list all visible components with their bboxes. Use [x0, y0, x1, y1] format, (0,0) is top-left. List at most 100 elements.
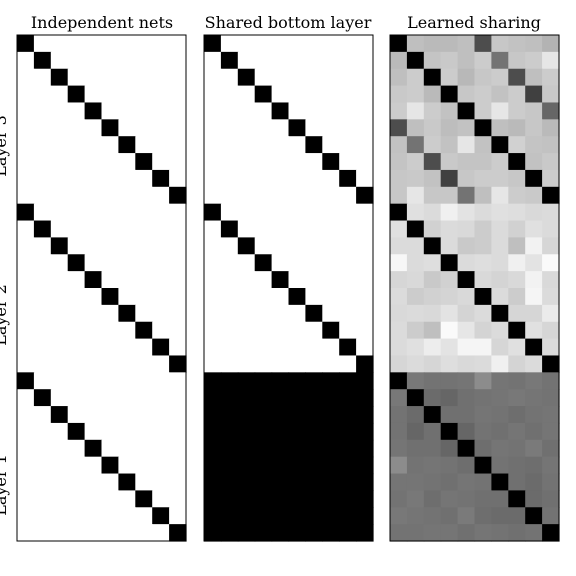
heatmap-cell: [33, 85, 52, 104]
heatmap-cell: [339, 102, 357, 120]
heatmap-cell: [101, 406, 119, 424]
heatmap-cell: [339, 169, 357, 188]
heatmap-cell: [118, 422, 136, 441]
heatmap-cell: [101, 203, 119, 222]
heatmap-cell: [169, 271, 187, 289]
heatmap-cell: [84, 439, 103, 458]
heatmap-cell: [101, 254, 119, 272]
heatmap-cell: [508, 304, 526, 323]
heatmap-cell: [33, 288, 52, 306]
heatmap-cell: [50, 524, 69, 542]
heatmap-cell: [169, 254, 187, 272]
heatmap-cell: [542, 439, 560, 458]
heatmap-cell: [305, 372, 323, 390]
heatmap-cell: [169, 524, 187, 542]
heatmap-cell: [220, 136, 239, 154]
heatmap-cell: [101, 524, 119, 542]
heatmap-cell: [118, 507, 136, 525]
heatmap-cell: [118, 406, 136, 424]
heatmap-cell: [204, 220, 222, 238]
heatmap-cell: [17, 490, 35, 508]
heatmap-cell: [356, 355, 374, 373]
heatmap-cell: [101, 456, 119, 475]
heatmap-cell: [67, 406, 86, 424]
heatmap-cell: [440, 136, 459, 154]
heatmap-cell: [322, 524, 340, 542]
heatmap-cell: [508, 119, 526, 137]
heatmap-cell: [406, 254, 425, 272]
heatmap-cell: [339, 51, 357, 70]
heatmap-cell: [406, 51, 425, 70]
heatmap-cell: [135, 439, 153, 458]
heatmap-cell: [390, 271, 408, 289]
heatmap-cell: [204, 439, 222, 458]
heatmap-cell: [271, 389, 290, 407]
heatmap-cell: [474, 389, 492, 407]
heatmap-cell: [491, 355, 509, 373]
heatmap-cell: [237, 490, 256, 508]
heatmap-cell: [152, 51, 170, 70]
heatmap-cell: [288, 304, 306, 323]
heatmap-cell: [423, 203, 442, 222]
heatmap-cell: [457, 422, 476, 441]
heatmap-cell: [305, 51, 323, 70]
heatmap-cell: [33, 507, 52, 525]
heatmap-cell: [254, 422, 273, 441]
heatmap-cell: [423, 102, 442, 120]
heatmap-cell: [254, 153, 273, 171]
heatmap-cell: [508, 68, 526, 87]
heatmap-cell: [542, 220, 560, 238]
heatmap-cell: [204, 473, 222, 491]
heatmap-cell: [17, 288, 35, 306]
heatmap-cell: [33, 490, 52, 508]
heatmap-cell: [322, 51, 340, 70]
heatmap-cell: [288, 186, 306, 205]
heatmap-cell: [508, 51, 526, 70]
heatmap-cell: [33, 271, 52, 289]
heatmap-cell: [440, 507, 459, 525]
heatmap-cell: [254, 439, 273, 458]
heatmap-cell: [390, 473, 408, 491]
heatmap-cell: [457, 85, 476, 104]
heatmap-cell: [423, 169, 442, 188]
heatmap-cell: [305, 288, 323, 306]
heatmap-cell: [525, 524, 543, 542]
heatmap-cell: [356, 153, 374, 171]
heatmap-cell: [322, 473, 340, 491]
heatmap-cell: [423, 439, 442, 458]
heatmap-cell: [84, 35, 103, 53]
heatmap-cell: [525, 473, 543, 491]
heatmap-cell: [50, 68, 69, 87]
heatmap-panel-3: [390, 35, 560, 542]
heatmap-cell: [169, 372, 187, 390]
heatmap-cell: [237, 355, 256, 373]
heatmap-cell: [288, 254, 306, 272]
heatmap-cell: [152, 237, 170, 255]
heatmap-cell: [135, 372, 153, 390]
heatmap-cell: [457, 490, 476, 508]
heatmap-cell: [542, 406, 560, 424]
heatmap-cell: [237, 524, 256, 542]
heatmap-cell: [406, 490, 425, 508]
heatmap-cell: [67, 372, 86, 390]
heatmap-cell: [169, 153, 187, 171]
heatmap-cell: [204, 372, 222, 390]
heatmap-cell: [356, 490, 374, 508]
heatmap-cell: [220, 422, 239, 441]
heatmap-cell: [288, 355, 306, 373]
heatmap-cell: [356, 406, 374, 424]
heatmap-cell: [237, 439, 256, 458]
heatmap-cell: [390, 439, 408, 458]
heatmap-cell: [135, 490, 153, 508]
heatmap-cell: [390, 355, 408, 373]
heatmap-cell: [474, 186, 492, 205]
heatmap-cell: [50, 406, 69, 424]
heatmap-cell: [423, 321, 442, 340]
heatmap-cell: [390, 169, 408, 188]
heatmap-cell: [67, 254, 86, 272]
heatmap-cell: [406, 288, 425, 306]
heatmap-cell: [204, 85, 222, 104]
heatmap-cell: [440, 85, 459, 104]
heatmap-cell: [322, 439, 340, 458]
heatmap-cell: [474, 338, 492, 357]
